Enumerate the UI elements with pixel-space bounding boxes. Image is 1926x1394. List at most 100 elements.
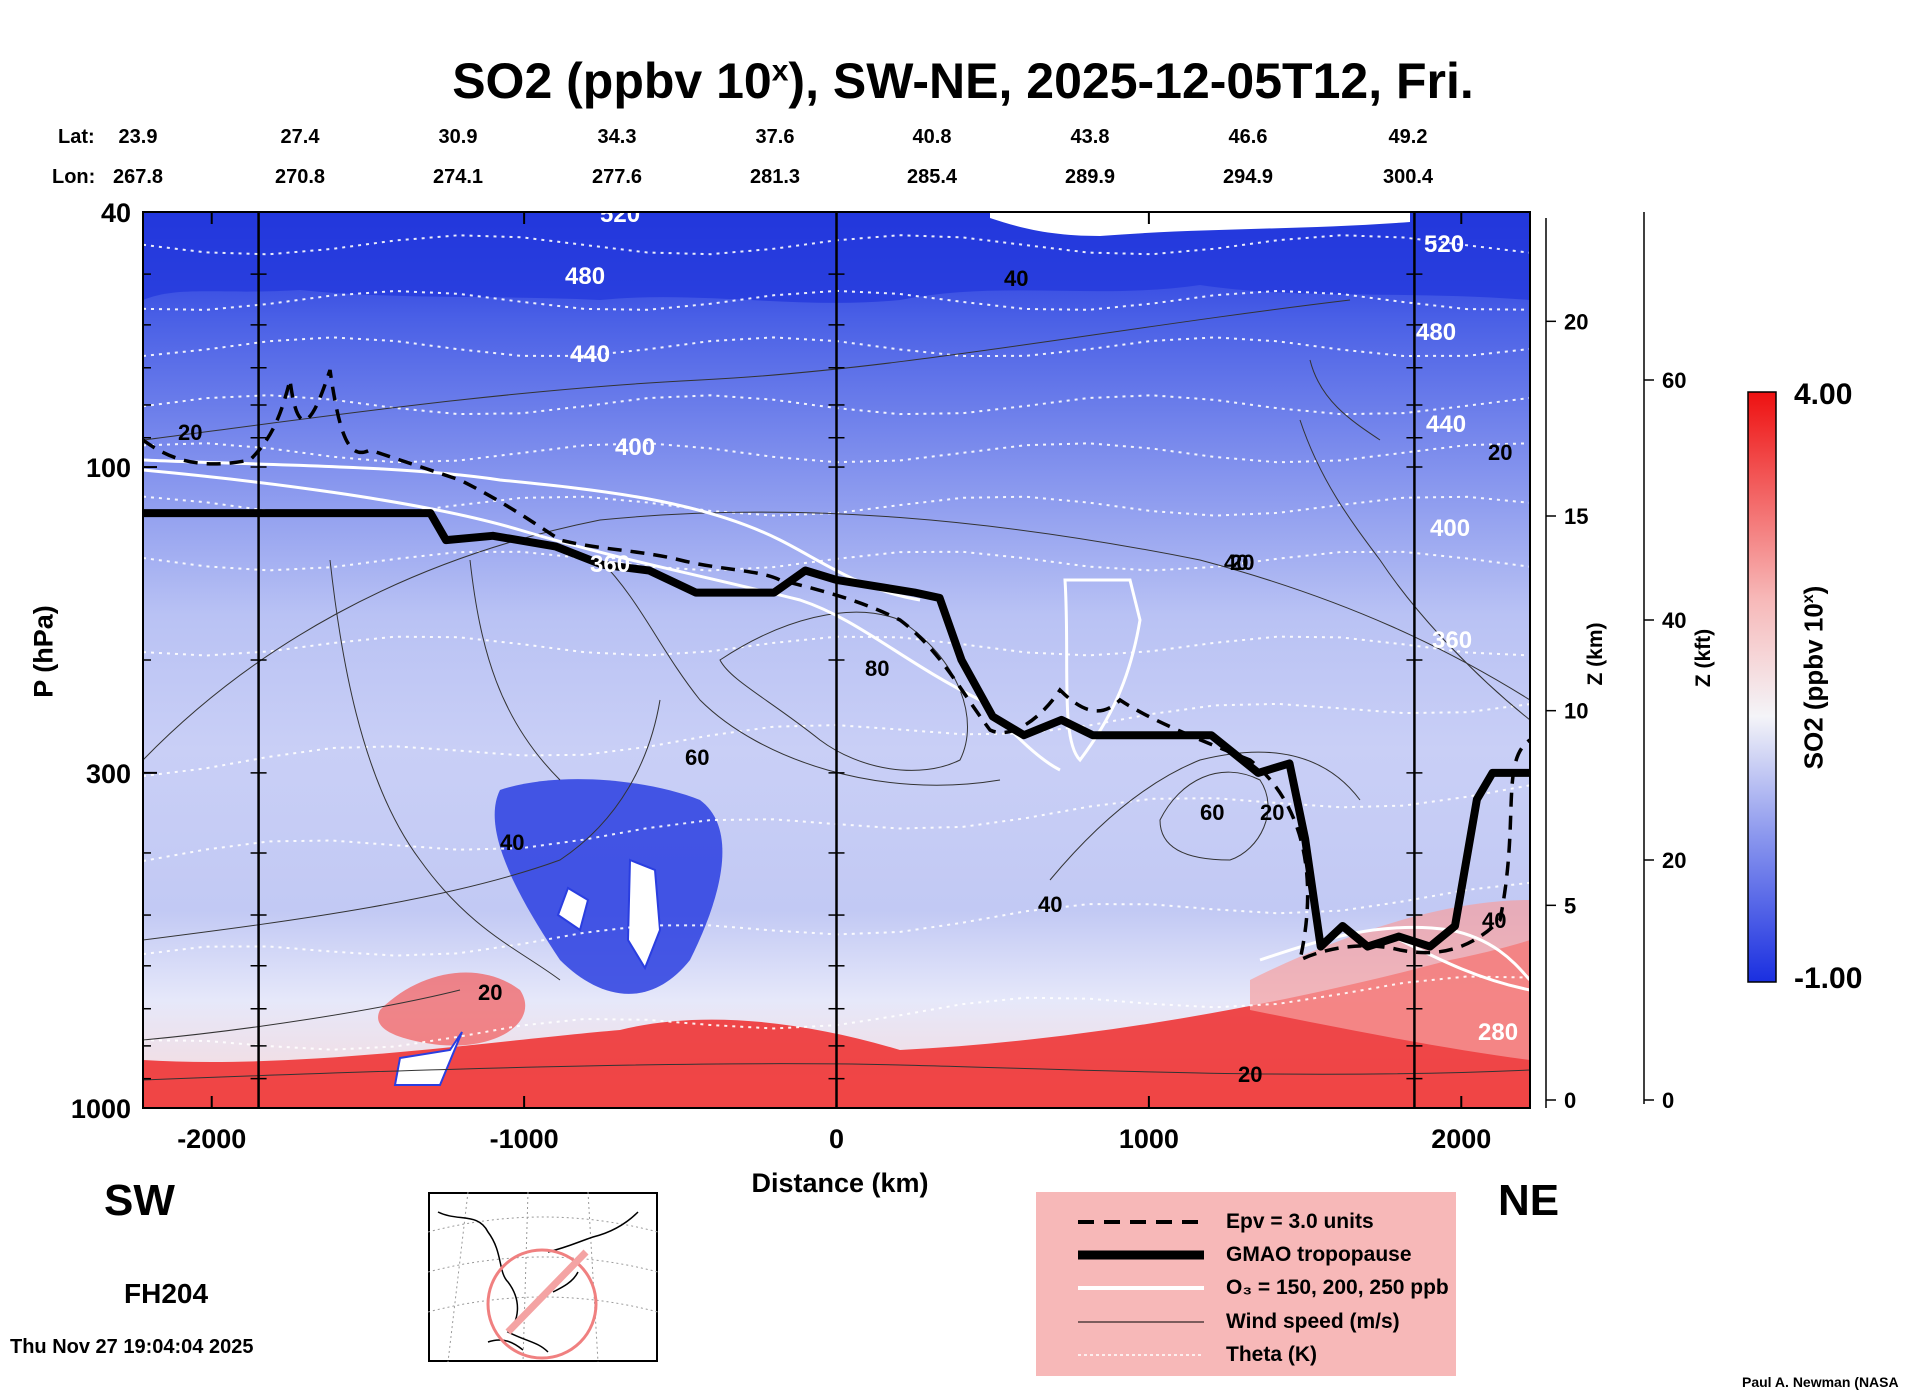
y-axis-label: P (hPa) [28, 605, 59, 698]
colorbar-max-label: 4.00 [1794, 378, 1853, 411]
lat-value: 46.6 [1228, 126, 1268, 148]
wind-contour [143, 299, 1351, 441]
wind-contour [1049, 751, 1361, 881]
midlevel-blue-blob [494, 779, 723, 994]
z-kft-label: Z (kft) [1692, 628, 1715, 688]
wind-contour-label: 60 [1200, 800, 1224, 825]
x-tick-label: 0 [829, 1124, 844, 1154]
z-kft-tick-label: 0 [1662, 1088, 1674, 1113]
colorbar-title-text: SO2 (ppbv 10 [1798, 603, 1829, 770]
wind-contour [1299, 419, 1530, 721]
lat-value: 30.9 [438, 126, 478, 148]
inset-range-circle [486, 1248, 598, 1360]
white-gap-2 [556, 886, 590, 932]
title-rest: ), SW-NE, 2025-12-05T12, Fri. [788, 53, 1474, 109]
lat-value: 43.8 [1070, 126, 1110, 148]
wind-contour [1159, 771, 1269, 861]
lon-value: 300.4 [1382, 166, 1434, 188]
theta-label: 400 [615, 434, 655, 461]
wind-contour-label: 40 [1038, 892, 1062, 917]
colorbar-title-sup: x [1799, 594, 1817, 604]
wind-contour [143, 1063, 1530, 1081]
z-kft-tick-label: 20 [1662, 848, 1686, 873]
theta-label: 520 [600, 201, 640, 228]
legend-epv: Epv = 3.0 units [1226, 1210, 1374, 1233]
x-tick-label: -1000 [490, 1124, 559, 1154]
theta-label: 520 [1424, 231, 1464, 258]
z-km-label: Z (km) [1584, 622, 1607, 686]
z-km-tick-label: 20 [1564, 309, 1588, 334]
theta-label: 280 [1478, 1019, 1518, 1046]
surface-red-layer [143, 940, 1530, 1108]
lat-value: 40.8 [912, 126, 952, 148]
theta-label: 360 [590, 551, 630, 578]
title-sup: x [771, 54, 789, 88]
lat-label: Lat: [58, 126, 95, 148]
theta-label: 400 [1430, 515, 1470, 542]
ozone-contour [143, 458, 921, 602]
wind-contour [599, 559, 1001, 786]
lon-value: 267.8 [112, 166, 164, 188]
lon-value: 270.8 [274, 166, 326, 188]
lon-value: 274.1 [432, 166, 484, 188]
y-tick-label: 40 [101, 198, 131, 228]
ne-label: NE [1498, 1176, 1560, 1225]
wind-contour-label: 40 [1224, 550, 1248, 575]
wind-contour-label: 20 [178, 420, 202, 445]
x-axis-label: Distance (km) [751, 1168, 929, 1198]
white-gap-3 [393, 1031, 463, 1086]
forecast-hour: FH204 [124, 1278, 209, 1309]
z-km-tick-label: 10 [1564, 699, 1588, 724]
wind-contour [1309, 359, 1381, 441]
z-kft-tick-label: 60 [1662, 368, 1686, 393]
wind-contour [143, 699, 661, 941]
wind-contour [329, 559, 561, 981]
legend-ozone: O₃ = 150, 200, 250 ppb [1226, 1276, 1449, 1299]
tropopause-line [143, 509, 1530, 951]
theta-label: 480 [1416, 319, 1456, 346]
wind-contour-label: 60 [685, 745, 709, 770]
axes: -2000 -1000 0 1000 2000100030010040051015200… [71, 198, 1687, 1154]
legend-wind: Wind speed (m/s) [1226, 1310, 1400, 1333]
wind-contour [469, 559, 561, 781]
legend-swatches [1078, 1220, 1204, 1356]
wind-contour-label: 20 [1488, 440, 1512, 465]
wind-contour-label: 40 [500, 830, 524, 855]
z-km-tick-label: 0 [1564, 1088, 1576, 1113]
inset-section-line [505, 1249, 589, 1335]
chart-title: SO2 (ppbv 10x), SW-NE, 2025-12-05T12, Fr… [0, 52, 1926, 110]
lat-value: 49.2 [1388, 126, 1428, 148]
wind-contour-label: 20 [1260, 800, 1284, 825]
inset-coastlines [437, 1211, 639, 1353]
lat-value: 23.9 [118, 126, 158, 148]
legend: Epv = 3.0 units GMAO tropopause O₃ = 150… [1036, 1192, 1456, 1376]
y-tick-label: 1000 [71, 1094, 131, 1124]
ozone-contour [1063, 578, 1142, 763]
theta-label: 440 [570, 341, 610, 368]
lon-value: 277.6 [591, 166, 643, 188]
y-tick-label: 300 [86, 759, 131, 789]
ozone-contour [1259, 925, 1530, 982]
wind-contour-label: 80 [865, 656, 889, 681]
colorbar [1747, 391, 1777, 983]
colorbar-min-label: -1.00 [1794, 962, 1863, 995]
footer-timestamp: Thu Nov 27 19:04:04 2025 [10, 1336, 254, 1358]
colorbar-title: SO2 (ppbv 10x) [1798, 585, 1829, 770]
legend-tropopause: GMAO tropopause [1226, 1243, 1412, 1266]
lat-value: 27.4 [280, 126, 320, 148]
inset-map [428, 1192, 658, 1362]
lat-value: 34.3 [597, 126, 637, 148]
lon-label: Lon: [52, 166, 96, 188]
lon-value: 289.9 [1064, 166, 1116, 188]
y-tick-label: 100 [86, 453, 131, 483]
theta-label: 440 [1426, 411, 1466, 438]
x-tick-label: 2000 [1431, 1124, 1491, 1154]
theta-label: 480 [565, 263, 605, 290]
wind-contour-label: 40 [1004, 266, 1028, 291]
top-missing-region [990, 212, 1410, 236]
legend-theta: Theta (K) [1226, 1343, 1317, 1366]
lon-value: 285.4 [906, 166, 958, 188]
surface-red-bump [378, 972, 526, 1046]
wind-contour [143, 989, 461, 1041]
